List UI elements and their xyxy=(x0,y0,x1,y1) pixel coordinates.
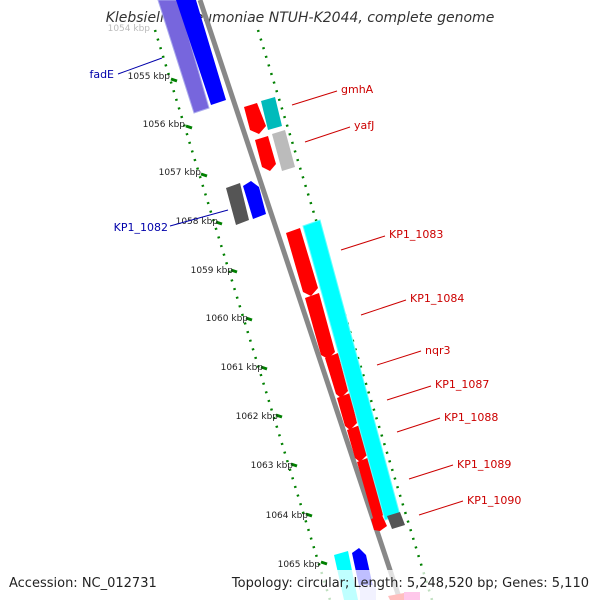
tick-mark xyxy=(305,512,313,518)
tick-mark xyxy=(215,220,223,226)
gene-label-kp1-1089[interactable]: KP1_1089 xyxy=(457,458,511,471)
kp1-1087-callout-line xyxy=(386,385,432,401)
kp1-1083-callout-line xyxy=(340,235,386,251)
kp1-1083-cds-feature[interactable] xyxy=(286,228,318,296)
tick-mark xyxy=(260,365,268,371)
gene-label-kp1-1090[interactable]: KP1_1090 xyxy=(467,494,521,507)
yafj-gene-feature[interactable] xyxy=(272,130,295,171)
tick-mark xyxy=(245,316,253,322)
forward-gene-track[interactable] xyxy=(302,219,401,521)
kbp-label: 1059 kbp xyxy=(191,266,234,276)
kp1-1084-cds-feature[interactable] xyxy=(305,293,335,359)
tick-mark xyxy=(230,268,238,274)
gene-label-yafj[interactable]: yafJ xyxy=(354,119,374,132)
fade-gene-feature[interactable] xyxy=(157,0,210,114)
nqr3-cds-feature[interactable] xyxy=(325,353,348,398)
kp1-1082-cds-feature[interactable] xyxy=(243,181,266,219)
tick-mark xyxy=(320,560,328,566)
gene-label-fade[interactable]: fadE xyxy=(89,68,114,81)
genome-backbone xyxy=(197,0,403,600)
gene-label-kp1-1087[interactable]: KP1_1087 xyxy=(435,378,489,391)
tick-mark xyxy=(185,124,193,130)
kbp-label: 1058 kbp xyxy=(176,217,219,227)
footer-background xyxy=(0,570,600,600)
kp1-1090-callout-line xyxy=(418,500,464,516)
tick-mark xyxy=(290,462,298,468)
kbp-label: 1064 kbp xyxy=(266,511,309,521)
outer-tick-track-left xyxy=(153,29,332,600)
kbp-label: 1056 kbp xyxy=(143,120,186,130)
gmha-cds-feature[interactable] xyxy=(244,103,266,134)
kp1-1088-callout-line xyxy=(396,417,441,433)
kbp-label: 1061 kbp xyxy=(221,363,264,373)
gene-label-kp1-1088[interactable]: KP1_1088 xyxy=(444,411,498,424)
kbp-label: 1054 kbp xyxy=(108,24,151,34)
genome-stats-text: Topology: circular; Length: 5,248,520 bp… xyxy=(231,576,589,591)
gene-label-kp1-1082[interactable]: KP1_1082 xyxy=(114,221,168,234)
gene-label-nqr3[interactable]: nqr3 xyxy=(425,344,450,357)
kp1-1082-callout-line xyxy=(169,209,229,227)
fade-cds-feature[interactable] xyxy=(176,0,226,105)
major-ticks xyxy=(170,77,328,566)
yafj-cds-feature[interactable] xyxy=(255,136,276,171)
tick-mark xyxy=(200,172,208,178)
fade-callout-line xyxy=(117,57,163,75)
kbp-label: 1060 kbp xyxy=(206,314,249,324)
kbp-label: 1057 kbp xyxy=(159,168,202,178)
kp1-1090-gene-feature[interactable] xyxy=(387,512,405,529)
kbp-label: 1063 kbp xyxy=(251,461,294,471)
yafj-callout-line xyxy=(304,126,351,143)
tick-mark xyxy=(275,413,283,419)
kp1-1089-callout-line xyxy=(408,464,454,480)
kp1-1089-cds-feature[interactable] xyxy=(357,457,383,522)
kp1-1082-pseudo-feature[interactable] xyxy=(226,183,249,225)
gmha-callout-line xyxy=(291,90,338,106)
tick-mark xyxy=(170,77,178,83)
nqr3-callout-line xyxy=(376,350,422,366)
kp1-1084-callout-line xyxy=(360,299,407,316)
gene-label-gmha[interactable]: gmhA xyxy=(341,83,374,96)
gene-label-kp1-1083[interactable]: KP1_1083 xyxy=(389,228,443,241)
accession-text: Accession: NC_012731 xyxy=(9,576,157,591)
kbp-label: 1062 kbp xyxy=(236,412,279,422)
kbp-label: 1055 kbp xyxy=(128,72,171,82)
kbp-label: 1065 kbp xyxy=(278,560,321,570)
gmha-gene-feature[interactable] xyxy=(261,97,282,130)
kp1-1090-cds-feature[interactable] xyxy=(371,515,387,531)
gene-label-kp1-1084[interactable]: KP1_1084 xyxy=(410,292,464,305)
